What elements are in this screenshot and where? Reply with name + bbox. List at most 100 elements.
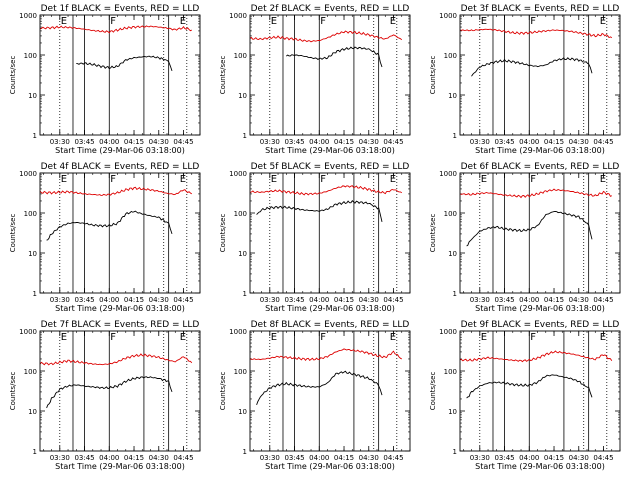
x-tick-label: 04:15 (124, 138, 144, 146)
panel-9: Det 9f BLACK = Events, RED = LLD Counts/s… (429, 320, 621, 471)
y-tick-label: 10 (238, 408, 247, 416)
panel-title: Det 3f BLACK = Events, RED = LLD (461, 4, 620, 14)
plot-frame (39, 330, 201, 452)
x-axis-label: Start Time (29-Mar-06 03:18:00) (475, 462, 605, 471)
lld-series-line (459, 28, 613, 39)
x-tick-label: 04:45 (173, 296, 193, 304)
y-tick-label: 100 (234, 52, 247, 60)
x-tick-label: 04:30 (359, 296, 379, 304)
x-tick-label: 04:30 (569, 138, 589, 146)
y-axis-label: Counts/sec (9, 214, 17, 253)
x-tick-label: 04:45 (383, 296, 403, 304)
lld-series-line (39, 353, 193, 366)
panel-title: Det 6f BLACK = Events, RED = LLD (461, 162, 620, 172)
y-tick-label: 1000 (19, 328, 37, 336)
x-tick-label: 04:45 (383, 454, 403, 462)
x-tick-label: 04:15 (334, 454, 354, 462)
x-axis-label: Start Time (29-Mar-06 03:18:00) (265, 304, 395, 313)
x-tick-label: 03:45 (494, 296, 514, 304)
events-series-line (471, 57, 593, 77)
region-marker-e: E (481, 16, 487, 27)
x-tick-label: 03:30 (50, 138, 70, 146)
y-tick-label: 10 (28, 92, 37, 100)
x-tick-label: 04:30 (359, 138, 379, 146)
lld-series-line (39, 186, 193, 196)
region-marker-e: E (180, 174, 186, 185)
events-series-line (46, 376, 173, 409)
y-tick-label: 100 (444, 52, 457, 60)
events-series-line (256, 199, 383, 223)
events-series-line (46, 210, 173, 241)
x-tick-label: 04:15 (124, 454, 144, 462)
y-tick-label: 10 (448, 250, 457, 258)
y-tick-label: 1 (453, 132, 457, 140)
panel-title: Det 4f BLACK = Events, RED = LLD (41, 162, 200, 172)
x-tick-label: 03:45 (494, 138, 514, 146)
x-tick-label: 03:30 (470, 454, 490, 462)
x-axis-label: Start Time (29-Mar-06 03:18:00) (265, 146, 395, 155)
x-tick-label: 04:00 (519, 454, 539, 462)
y-tick-label: 10 (448, 408, 457, 416)
lld-series-line (40, 25, 192, 34)
x-axis-label: Start Time (29-Mar-06 03:18:00) (475, 304, 605, 313)
x-tick-label: 03:45 (284, 454, 304, 462)
events-series-line (286, 46, 383, 68)
region-marker-f: F (530, 174, 536, 185)
x-tick-label: 03:30 (50, 296, 70, 304)
region-marker-e: E (271, 174, 277, 185)
x-tick-label: 04:00 (309, 138, 329, 146)
plot-frame (459, 330, 621, 452)
lld-series-line (249, 30, 403, 43)
region-marker-e: E (390, 16, 396, 27)
y-tick-label: 100 (24, 52, 37, 60)
x-tick-label: 04:30 (359, 454, 379, 462)
y-tick-label: 100 (234, 368, 247, 376)
x-tick-label: 03:45 (74, 454, 94, 462)
x-tick-label: 04:45 (593, 138, 613, 146)
region-marker-e: E (61, 332, 67, 343)
lld-series-line (249, 185, 403, 196)
y-tick-label: 1 (453, 290, 457, 298)
panel-8: Det 8f BLACK = Events, RED = LLD Counts/s… (219, 320, 411, 471)
panel-title: Det 9f BLACK = Events, RED = LLD (461, 320, 620, 330)
x-axis-label: Start Time (29-Mar-06 03:18:00) (55, 146, 185, 155)
y-tick-label: 100 (234, 210, 247, 218)
y-tick-label: 1 (453, 448, 457, 456)
panel-3: Det 3f BLACK = Events, RED = LLD Counts/s… (429, 4, 621, 155)
y-axis-label: Counts/sec (429, 372, 437, 411)
x-tick-label: 03:30 (260, 296, 280, 304)
region-marker-f: F (320, 332, 326, 343)
y-tick-label: 10 (28, 250, 37, 258)
panel-4: Det 4f BLACK = Events, RED = LLD Counts/s… (9, 162, 201, 313)
lld-series-line (249, 348, 403, 362)
y-tick-label: 1000 (19, 12, 37, 20)
x-tick-label: 04:00 (519, 296, 539, 304)
panel-6: Det 6f BLACK = Events, RED = LLD Counts/s… (429, 162, 621, 313)
panel-title: Det 1f BLACK = Events, RED = LLD (41, 4, 200, 14)
x-tick-label: 04:45 (173, 138, 193, 146)
y-axis-label: Counts/sec (429, 56, 437, 95)
x-tick-label: 04:45 (383, 138, 403, 146)
x-tick-label: 04:30 (569, 296, 589, 304)
panel-title: Det 5f BLACK = Events, RED = LLD (251, 162, 410, 172)
plot-frame (39, 14, 201, 136)
x-tick-label: 04:15 (544, 138, 564, 146)
region-marker-f: F (320, 174, 326, 185)
y-axis-label: Counts/sec (9, 56, 17, 95)
y-tick-label: 1000 (439, 12, 457, 20)
plot-frame (249, 330, 411, 452)
y-axis-label: Counts/sec (219, 56, 227, 95)
x-tick-label: 04:15 (544, 296, 564, 304)
y-tick-label: 100 (444, 210, 457, 218)
y-tick-label: 1 (243, 132, 247, 140)
x-tick-label: 04:30 (149, 454, 169, 462)
y-tick-label: 1000 (439, 328, 457, 336)
x-tick-label: 04:45 (173, 454, 193, 462)
x-tick-label: 03:45 (494, 454, 514, 462)
y-tick-label: 1000 (229, 170, 247, 178)
x-tick-label: 04:00 (99, 296, 119, 304)
region-marker-f: F (320, 16, 326, 27)
region-marker-f: F (530, 16, 536, 27)
plot-frame (249, 172, 411, 294)
